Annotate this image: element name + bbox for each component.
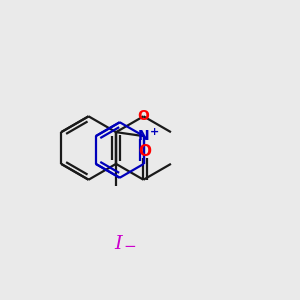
Text: O: O — [139, 145, 152, 160]
Text: +: + — [150, 127, 159, 137]
Text: I: I — [114, 235, 122, 253]
Text: O: O — [137, 109, 149, 123]
Text: N: N — [138, 129, 150, 143]
Text: −: − — [124, 238, 136, 253]
